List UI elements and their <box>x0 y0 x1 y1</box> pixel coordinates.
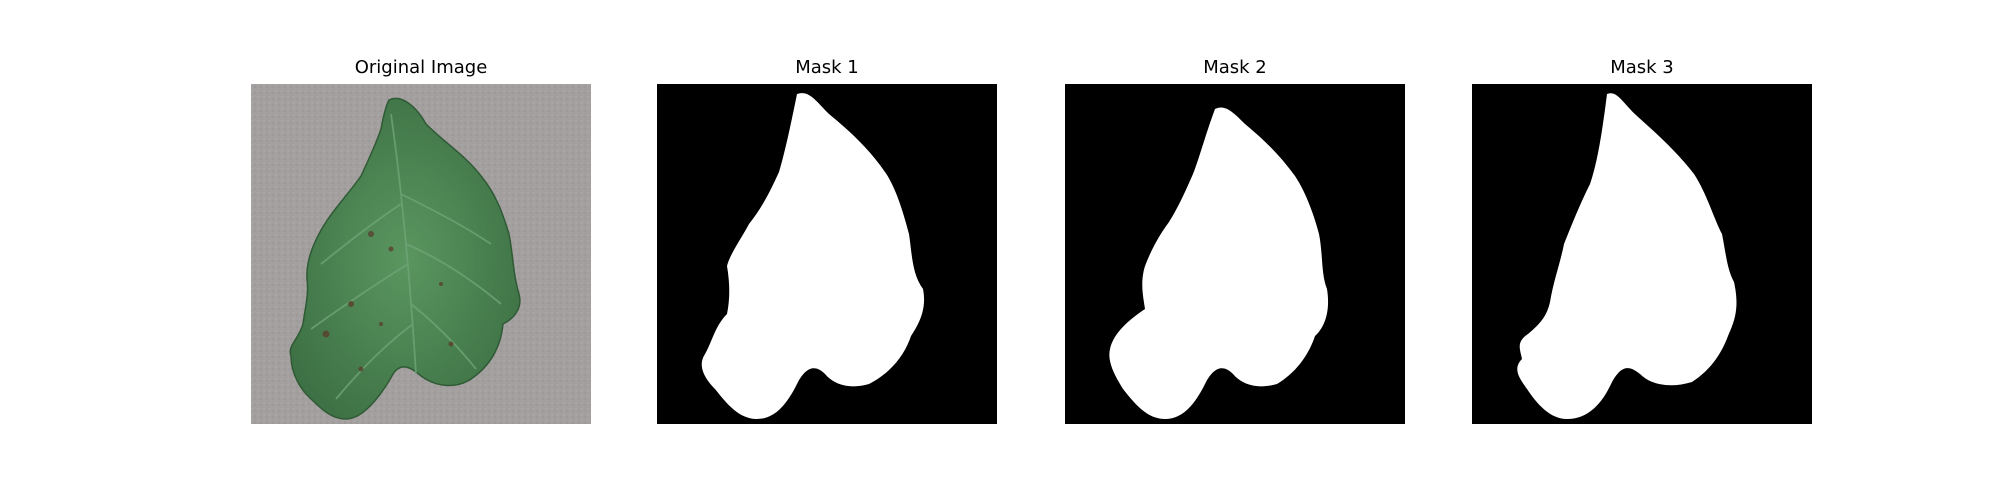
panel-original-image: Original Image <box>251 0 591 500</box>
mask-3-leaf-region <box>1517 93 1737 420</box>
mask-3-svg <box>1472 84 1812 424</box>
original-leaf-photo <box>251 84 591 424</box>
mask-1-leaf-region <box>701 93 925 420</box>
panel-mask-1: Mask 1 <box>657 0 997 500</box>
panel-title-mask-3: Mask 3 <box>1610 57 1674 78</box>
mask-2-svg <box>1065 84 1405 424</box>
leaf-veins <box>310 113 502 400</box>
mask-1-image <box>657 84 997 424</box>
mask-3-image <box>1472 84 1812 424</box>
mask-3-speck <box>1572 284 1582 288</box>
panel-title-mask-1: Mask 1 <box>795 57 859 78</box>
mask-1-svg <box>657 84 997 424</box>
mask-2-leaf-region <box>1109 107 1329 420</box>
panel-mask-3: Mask 3 <box>1472 0 1812 500</box>
panel-mask-2: Mask 2 <box>1065 0 1405 500</box>
leaf-spots <box>322 231 454 372</box>
panel-title-mask-2: Mask 2 <box>1203 57 1267 78</box>
panel-title-original: Original Image <box>354 57 488 78</box>
mask-2-image <box>1065 84 1405 424</box>
leaf-shape <box>289 97 521 420</box>
leaf-photo-svg <box>251 84 591 424</box>
